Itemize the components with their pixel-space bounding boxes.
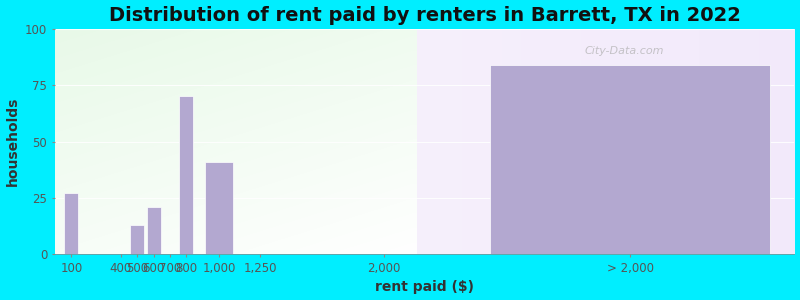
Bar [490, 65, 770, 254]
Bar [130, 225, 144, 254]
Bar [206, 162, 234, 254]
X-axis label: rent paid ($): rent paid ($) [375, 280, 474, 294]
Y-axis label: households: households [6, 97, 19, 186]
Title: Distribution of rent paid by renters in Barrett, TX in 2022: Distribution of rent paid by renters in … [109, 6, 741, 25]
Bar [146, 207, 161, 254]
Bar [179, 97, 194, 254]
Text: City-Data.com: City-Data.com [585, 46, 664, 56]
Bar [65, 194, 78, 254]
